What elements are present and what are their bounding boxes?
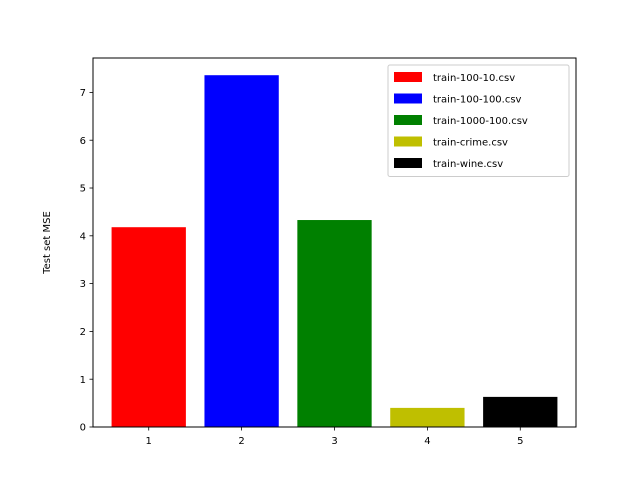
x-tick-label: 4 [424, 436, 430, 447]
legend-swatch [394, 115, 422, 125]
legend-swatch [394, 136, 422, 147]
legend-entry: train-1000-100.csv [433, 116, 528, 127]
y-tick-label: 0 [80, 423, 86, 434]
y-tick-label: 4 [80, 231, 86, 242]
y-tick-label: 2 [80, 327, 86, 338]
bar-2 [204, 75, 279, 428]
x-axis-ticks: 1 2 3 4 5 [146, 427, 523, 447]
y-tick-label: 5 [80, 184, 86, 195]
bar-5 [483, 396, 558, 427]
x-tick-label: 2 [238, 436, 244, 447]
y-axis-label: Test set MSE [42, 211, 53, 275]
legend-swatch [394, 72, 422, 82]
y-tick-label: 7 [80, 88, 86, 99]
y-tick-label: 6 [80, 136, 86, 147]
legend-entry: train-100-100.csv [433, 95, 522, 106]
legend-swatch [394, 158, 422, 168]
legend: train-100-10.csv train-100-100.csv train-1… [387, 64, 570, 177]
bar-4 [390, 407, 465, 427]
y-tick-label: 3 [80, 279, 86, 290]
legend-entry: train-crime.csv [433, 138, 508, 149]
bar-1 [111, 227, 186, 427]
x-tick-label: 5 [517, 436, 523, 447]
legend-box [387, 64, 570, 177]
y-axis-ticks: 0 1 2 3 4 5 6 7 [80, 88, 93, 434]
bar-3 [297, 220, 372, 427]
y-tick-label: 1 [80, 375, 86, 386]
bars [111, 75, 558, 428]
legend-swatch [394, 93, 422, 104]
x-tick-label: 3 [331, 436, 337, 447]
legend-entry: train-100-10.csv [433, 73, 515, 84]
legend-entry: train-wine.csv [433, 159, 503, 170]
x-tick-label: 1 [146, 436, 152, 447]
plot-frame [92, 57, 577, 428]
